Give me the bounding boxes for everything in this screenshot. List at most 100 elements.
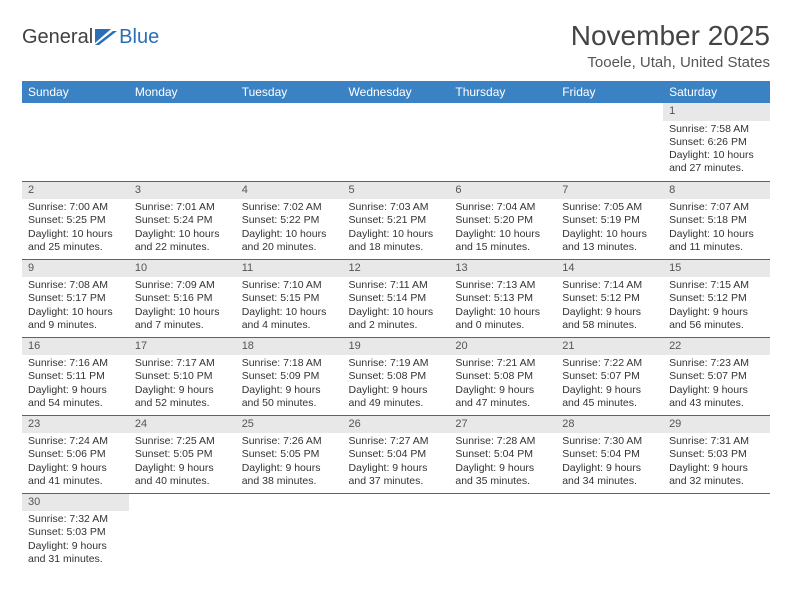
- sunset-label: Sunset: 5:05 PM: [135, 448, 230, 461]
- calendar-day: 27Sunrise: 7:28 AMSunset: 5:04 PMDayligh…: [449, 415, 556, 493]
- day-number: 3: [129, 182, 236, 200]
- calendar-body: 1Sunrise: 7:58 AMSunset: 6:26 PMDaylight…: [22, 103, 770, 571]
- daylight-line2: and 25 minutes.: [28, 241, 123, 254]
- sunset-label: Sunset: 5:21 PM: [349, 214, 444, 227]
- calendar-day: 21Sunrise: 7:22 AMSunset: 5:07 PMDayligh…: [556, 337, 663, 415]
- day-content: Sunrise: 7:11 AMSunset: 5:14 PMDaylight:…: [343, 277, 450, 336]
- sunrise-label: Sunrise: 7:04 AM: [455, 201, 550, 214]
- daylight-line2: and 18 minutes.: [349, 241, 444, 254]
- calendar-week: 16Sunrise: 7:16 AMSunset: 5:11 PMDayligh…: [22, 337, 770, 415]
- sunrise-label: Sunrise: 7:14 AM: [562, 279, 657, 292]
- sunrise-label: Sunrise: 7:31 AM: [669, 435, 764, 448]
- calendar-day-empty: [663, 493, 770, 571]
- daylight-line2: and 58 minutes.: [562, 319, 657, 332]
- title-block: November 2025 Tooele, Utah, United State…: [571, 20, 770, 71]
- day-number: 23: [22, 416, 129, 434]
- daylight-line2: and 47 minutes.: [455, 397, 550, 410]
- calendar-day: 18Sunrise: 7:18 AMSunset: 5:09 PMDayligh…: [236, 337, 343, 415]
- sunset-label: Sunset: 5:20 PM: [455, 214, 550, 227]
- day-number: 26: [343, 416, 450, 434]
- daylight-line2: and 45 minutes.: [562, 397, 657, 410]
- calendar-day-empty: [556, 103, 663, 181]
- calendar-day: 16Sunrise: 7:16 AMSunset: 5:11 PMDayligh…: [22, 337, 129, 415]
- day-content: Sunrise: 7:21 AMSunset: 5:08 PMDaylight:…: [449, 355, 556, 414]
- daylight-line2: and 34 minutes.: [562, 475, 657, 488]
- daylight-line2: and 38 minutes.: [242, 475, 337, 488]
- sunrise-label: Sunrise: 7:19 AM: [349, 357, 444, 370]
- sunset-label: Sunset: 5:22 PM: [242, 214, 337, 227]
- day-content: Sunrise: 7:07 AMSunset: 5:18 PMDaylight:…: [663, 199, 770, 258]
- day-content: Sunrise: 7:58 AMSunset: 6:26 PMDaylight:…: [663, 121, 770, 180]
- day-header: Thursday: [449, 81, 556, 103]
- daylight-line2: and 13 minutes.: [562, 241, 657, 254]
- daylight-line1: Daylight: 9 hours: [562, 384, 657, 397]
- daylight-line1: Daylight: 9 hours: [669, 384, 764, 397]
- daylight-line1: Daylight: 9 hours: [28, 462, 123, 475]
- calendar-day: 12Sunrise: 7:11 AMSunset: 5:14 PMDayligh…: [343, 259, 450, 337]
- calendar-day: 20Sunrise: 7:21 AMSunset: 5:08 PMDayligh…: [449, 337, 556, 415]
- day-number: 13: [449, 260, 556, 278]
- daylight-line2: and 52 minutes.: [135, 397, 230, 410]
- day-content: Sunrise: 7:23 AMSunset: 5:07 PMDaylight:…: [663, 355, 770, 414]
- day-header: Sunday: [22, 81, 129, 103]
- daylight-line1: Daylight: 9 hours: [562, 306, 657, 319]
- sunrise-label: Sunrise: 7:15 AM: [669, 279, 764, 292]
- daylight-line2: and 50 minutes.: [242, 397, 337, 410]
- day-number: 28: [556, 416, 663, 434]
- daylight-line1: Daylight: 10 hours: [28, 228, 123, 241]
- calendar-day: 23Sunrise: 7:24 AMSunset: 5:06 PMDayligh…: [22, 415, 129, 493]
- daylight-line2: and 37 minutes.: [349, 475, 444, 488]
- day-number: 9: [22, 260, 129, 278]
- day-content: Sunrise: 7:28 AMSunset: 5:04 PMDaylight:…: [449, 433, 556, 492]
- calendar-day: 9Sunrise: 7:08 AMSunset: 5:17 PMDaylight…: [22, 259, 129, 337]
- day-content: Sunrise: 7:01 AMSunset: 5:24 PMDaylight:…: [129, 199, 236, 258]
- calendar-day-empty: [449, 493, 556, 571]
- brand-part1: General: [22, 26, 93, 49]
- sunset-label: Sunset: 5:03 PM: [28, 526, 123, 539]
- sunset-label: Sunset: 6:26 PM: [669, 136, 764, 149]
- daylight-line2: and 15 minutes.: [455, 241, 550, 254]
- day-number: 17: [129, 338, 236, 356]
- calendar-day: 19Sunrise: 7:19 AMSunset: 5:08 PMDayligh…: [343, 337, 450, 415]
- sunrise-label: Sunrise: 7:01 AM: [135, 201, 230, 214]
- day-number: 30: [22, 494, 129, 512]
- day-number: 8: [663, 182, 770, 200]
- sunset-label: Sunset: 5:15 PM: [242, 292, 337, 305]
- day-content: Sunrise: 7:15 AMSunset: 5:12 PMDaylight:…: [663, 277, 770, 336]
- day-number: 22: [663, 338, 770, 356]
- day-content: Sunrise: 7:32 AMSunset: 5:03 PMDaylight:…: [22, 511, 129, 570]
- sunrise-label: Sunrise: 7:27 AM: [349, 435, 444, 448]
- sunrise-label: Sunrise: 7:30 AM: [562, 435, 657, 448]
- daylight-line1: Daylight: 10 hours: [135, 228, 230, 241]
- daylight-line1: Daylight: 10 hours: [28, 306, 123, 319]
- sunrise-label: Sunrise: 7:32 AM: [28, 513, 123, 526]
- calendar-day: 22Sunrise: 7:23 AMSunset: 5:07 PMDayligh…: [663, 337, 770, 415]
- daylight-line2: and 20 minutes.: [242, 241, 337, 254]
- day-content: Sunrise: 7:16 AMSunset: 5:11 PMDaylight:…: [22, 355, 129, 414]
- calendar-day: 13Sunrise: 7:13 AMSunset: 5:13 PMDayligh…: [449, 259, 556, 337]
- daylight-line2: and 35 minutes.: [455, 475, 550, 488]
- sunrise-label: Sunrise: 7:09 AM: [135, 279, 230, 292]
- daylight-line1: Daylight: 9 hours: [28, 384, 123, 397]
- brand-part2: Blue: [119, 26, 159, 49]
- daylight-line1: Daylight: 10 hours: [669, 228, 764, 241]
- calendar-day: 6Sunrise: 7:04 AMSunset: 5:20 PMDaylight…: [449, 181, 556, 259]
- calendar-day-empty: [236, 493, 343, 571]
- sunset-label: Sunset: 5:11 PM: [28, 370, 123, 383]
- daylight-line2: and 54 minutes.: [28, 397, 123, 410]
- sunset-label: Sunset: 5:16 PM: [135, 292, 230, 305]
- calendar-week: 9Sunrise: 7:08 AMSunset: 5:17 PMDaylight…: [22, 259, 770, 337]
- day-number: 14: [556, 260, 663, 278]
- sunrise-label: Sunrise: 7:21 AM: [455, 357, 550, 370]
- daylight-line2: and 9 minutes.: [28, 319, 123, 332]
- day-number: 21: [556, 338, 663, 356]
- day-content: Sunrise: 7:10 AMSunset: 5:15 PMDaylight:…: [236, 277, 343, 336]
- sunset-label: Sunset: 5:19 PM: [562, 214, 657, 227]
- day-content: Sunrise: 7:02 AMSunset: 5:22 PMDaylight:…: [236, 199, 343, 258]
- day-content: Sunrise: 7:09 AMSunset: 5:16 PMDaylight:…: [129, 277, 236, 336]
- day-header: Wednesday: [343, 81, 450, 103]
- sunset-label: Sunset: 5:04 PM: [349, 448, 444, 461]
- sunrise-label: Sunrise: 7:13 AM: [455, 279, 550, 292]
- calendar-week: 23Sunrise: 7:24 AMSunset: 5:06 PMDayligh…: [22, 415, 770, 493]
- day-number: 5: [343, 182, 450, 200]
